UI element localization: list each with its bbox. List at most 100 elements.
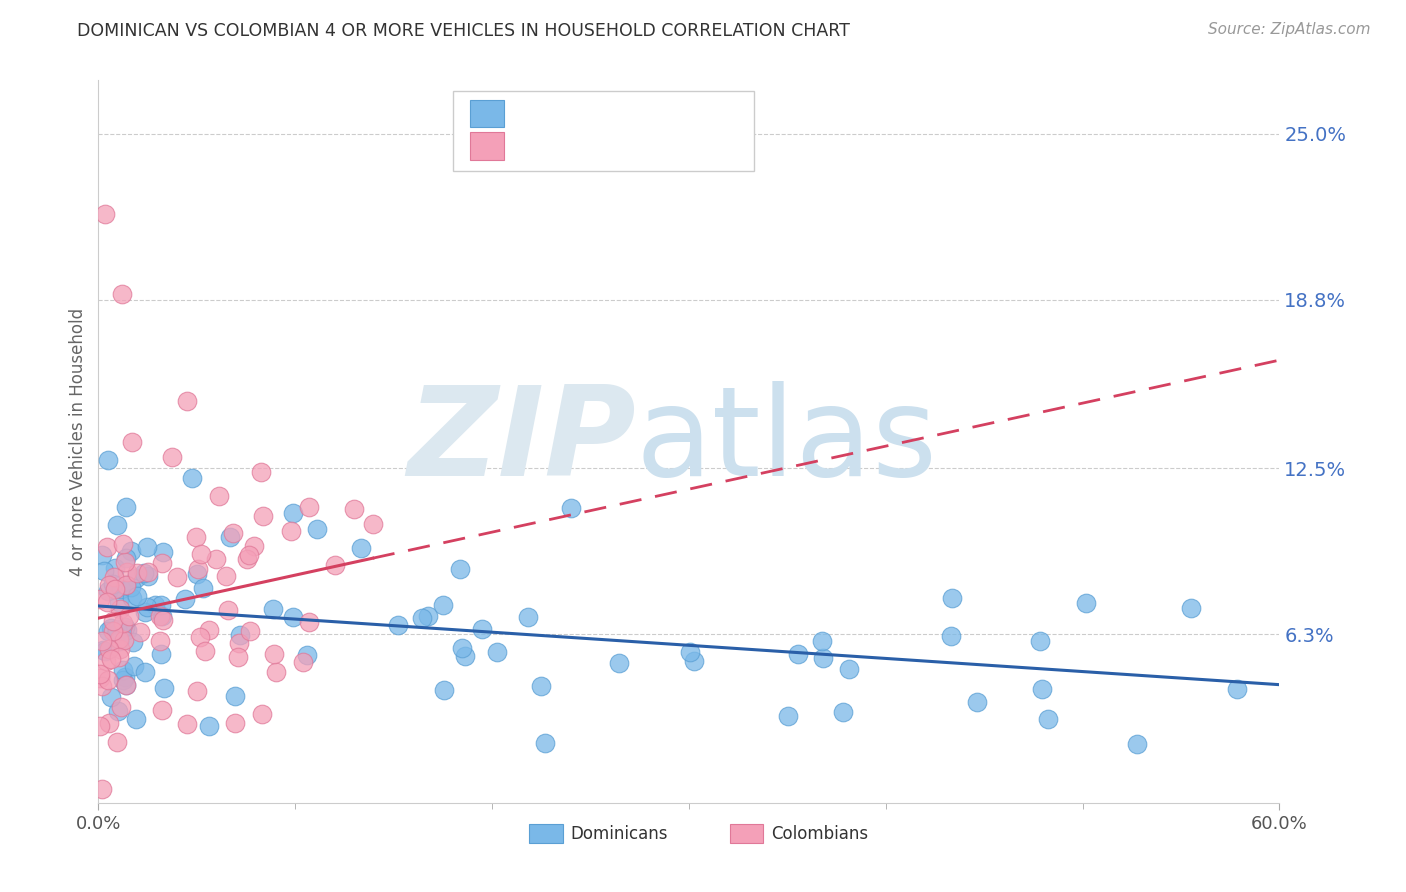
Point <box>1029 633 1052 648</box>
Point <box>838 662 860 676</box>
Point <box>149 647 172 661</box>
Bar <box>730 824 763 843</box>
Point <box>180 471 202 485</box>
Y-axis label: 4 or more Vehicles in Household: 4 or more Vehicles in Household <box>69 308 87 575</box>
FancyBboxPatch shape <box>453 91 754 170</box>
Bar <box>471 100 503 128</box>
Point <box>115 678 138 692</box>
Point <box>193 581 215 595</box>
Point <box>114 500 136 515</box>
Point <box>454 648 477 663</box>
Point <box>832 705 855 719</box>
Point <box>98 716 121 731</box>
Point <box>108 601 131 615</box>
Text: 79: 79 <box>689 137 716 156</box>
Point <box>262 602 284 616</box>
Point <box>97 624 120 639</box>
Point <box>125 572 148 586</box>
Point <box>280 524 302 539</box>
Point <box>150 609 173 624</box>
Point <box>114 670 136 684</box>
Point <box>104 627 127 641</box>
Point <box>263 647 285 661</box>
Point <box>281 506 304 520</box>
Point <box>100 690 122 704</box>
Point <box>679 645 702 659</box>
Point <box>451 640 474 655</box>
Point <box>91 679 114 693</box>
Point <box>186 530 208 544</box>
Point <box>416 609 439 624</box>
Point <box>252 509 274 524</box>
Point <box>134 605 156 619</box>
Point <box>89 671 111 685</box>
Text: Colombians: Colombians <box>772 825 869 843</box>
Point <box>411 611 433 625</box>
Point <box>112 632 135 647</box>
Point <box>238 548 260 562</box>
Point <box>217 603 239 617</box>
Point <box>97 583 120 598</box>
Point <box>128 625 150 640</box>
Point <box>295 648 318 663</box>
Point <box>115 550 138 565</box>
Point <box>134 665 156 680</box>
Point <box>89 719 111 733</box>
Point <box>98 578 121 592</box>
Point <box>264 665 287 679</box>
Bar <box>530 824 562 843</box>
Point <box>190 548 212 562</box>
Point <box>136 566 159 580</box>
Point <box>96 540 118 554</box>
Point <box>108 634 131 648</box>
Point <box>98 642 121 657</box>
Point <box>682 654 704 668</box>
Point <box>100 621 122 635</box>
Point <box>110 582 132 596</box>
Point <box>778 709 800 723</box>
Point <box>208 489 231 503</box>
Point <box>160 450 183 465</box>
Text: Dominicans: Dominicans <box>571 825 668 843</box>
Point <box>121 635 143 649</box>
Point <box>150 703 173 717</box>
Point <box>560 501 582 516</box>
Point <box>1180 600 1202 615</box>
Point <box>121 434 143 449</box>
Point <box>101 577 124 591</box>
Point <box>110 642 132 657</box>
Point <box>150 598 173 612</box>
Point <box>96 654 118 668</box>
Point <box>152 613 174 627</box>
Point <box>228 635 250 649</box>
Point <box>93 644 115 658</box>
Point <box>607 656 630 670</box>
Point <box>449 561 471 575</box>
Point <box>136 540 159 554</box>
Point <box>97 673 120 687</box>
Point <box>121 591 143 605</box>
Text: Source: ZipAtlas.com: Source: ZipAtlas.com <box>1208 22 1371 37</box>
Point <box>136 568 159 582</box>
Point <box>105 518 128 533</box>
Text: 0.114: 0.114 <box>567 137 626 156</box>
Point <box>1226 681 1249 696</box>
Point <box>224 689 246 703</box>
Point <box>361 516 384 531</box>
Point <box>1126 737 1149 751</box>
Point <box>786 647 808 661</box>
Point <box>111 616 134 631</box>
Point <box>108 632 131 647</box>
Point <box>194 644 217 658</box>
Point <box>218 530 240 544</box>
Point <box>127 566 149 580</box>
Point <box>100 652 122 666</box>
Point <box>517 610 540 624</box>
Point <box>471 622 494 636</box>
Point <box>107 704 129 718</box>
Point <box>149 634 172 648</box>
Point <box>105 622 128 636</box>
Point <box>148 608 170 623</box>
Point <box>433 682 456 697</box>
Point <box>132 566 155 580</box>
